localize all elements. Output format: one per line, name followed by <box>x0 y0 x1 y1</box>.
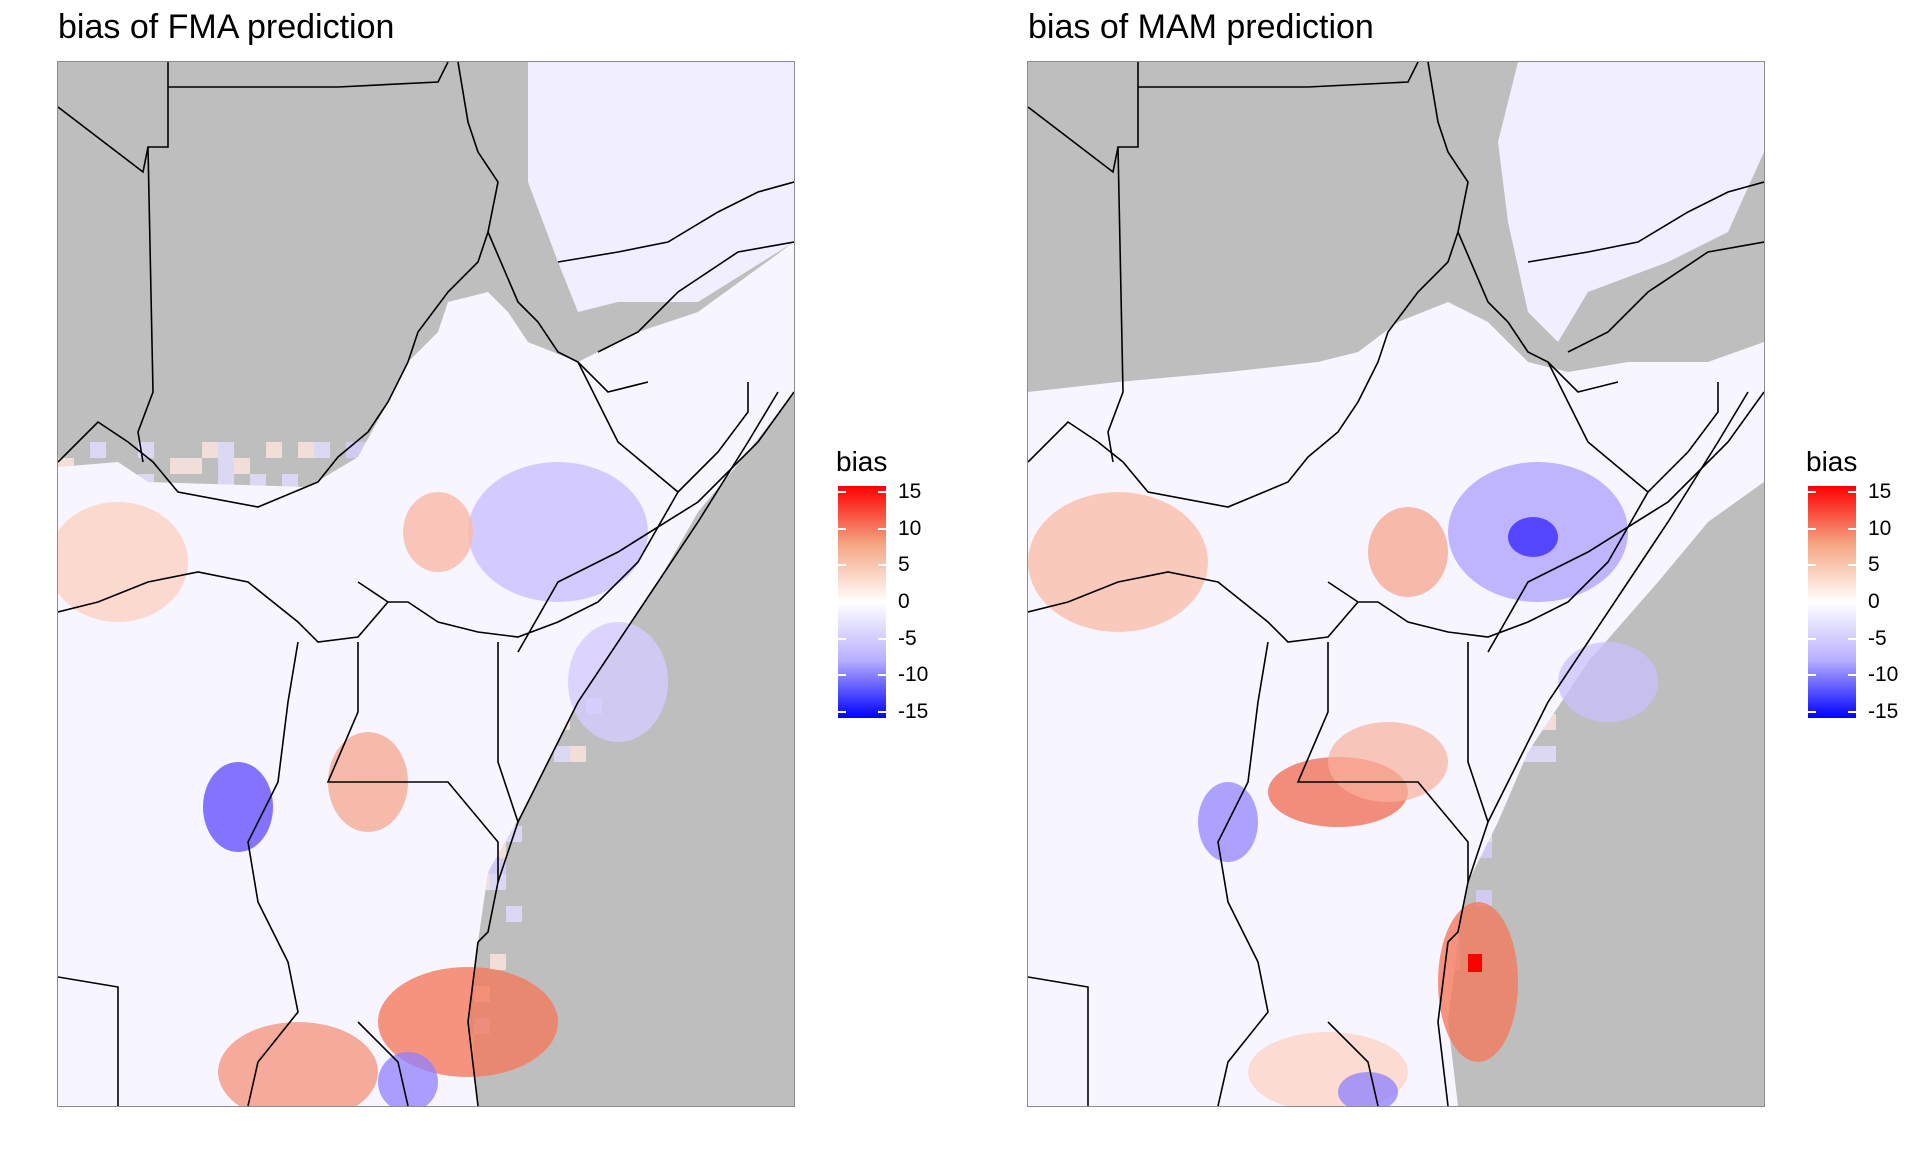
legend-mam: bias 15 10 5 0 -5 -10 -15 <box>1806 446 1916 746</box>
legend-fma: bias 15 10 5 0 -5 -10 -15 <box>836 446 966 746</box>
bias-map-fma <box>57 61 795 1107</box>
bias-cell <box>298 442 314 458</box>
legend-tick-mark <box>1808 564 1816 567</box>
bias-cell <box>90 442 106 458</box>
legend-tick-mark <box>838 564 846 567</box>
country-borders-mam <box>1028 62 1764 1106</box>
legend-tick-label: -5 <box>898 626 917 650</box>
legend-tick-mark <box>1848 711 1856 713</box>
legend-tick-label: 5 <box>898 553 910 577</box>
legend-tick-mark <box>838 491 846 493</box>
bias-anomalies-fma <box>58 62 794 1106</box>
legend-tick-mark <box>1808 527 1816 530</box>
map-svg-mam <box>1028 62 1764 1106</box>
legend-tick-label: -10 <box>898 663 929 687</box>
legend-tick-mark <box>1848 637 1856 640</box>
legend-tick-mark <box>838 637 846 640</box>
legend-tick-label: 0 <box>898 590 910 613</box>
map-svg-fma <box>58 62 794 1106</box>
legend-tick-label: -10 <box>1868 663 1899 687</box>
legend-tick-mark <box>1808 674 1816 677</box>
bias-cell <box>1540 746 1556 762</box>
legend-tick-mark <box>838 601 846 603</box>
legend-tick-mark <box>878 564 886 567</box>
panel-title-mam: bias of MAM prediction <box>1028 8 1374 46</box>
legend-tick-label: 10 <box>1868 516 1892 540</box>
legend-tick-mark <box>838 527 846 530</box>
legend-tick-label: -5 <box>1868 626 1887 650</box>
legend-tick-label: 10 <box>898 516 922 540</box>
legend-tick-mark <box>1808 601 1816 603</box>
bias-cell <box>506 906 522 922</box>
bias-anomalies-mam <box>1028 62 1764 1106</box>
bias-cell <box>570 746 586 762</box>
bias-cell <box>314 442 330 458</box>
bias-cell <box>170 458 186 474</box>
bias-cell <box>218 442 234 458</box>
legend-title: bias <box>836 446 888 477</box>
legend-tick-mark <box>1848 491 1856 493</box>
legend-tick-mark <box>1848 527 1856 530</box>
legend-tick-label: 15 <box>898 480 922 503</box>
legend-tick-mark <box>878 601 886 603</box>
bias-cell <box>218 458 234 474</box>
legend-tick-label: -15 <box>1868 700 1899 723</box>
bias-cell <box>1476 890 1492 906</box>
bias-cell <box>554 746 570 762</box>
legend-tick-mark <box>878 711 886 713</box>
bias-cell <box>266 442 282 458</box>
bias-cell <box>202 442 218 458</box>
legend-tick-mark <box>1808 637 1816 640</box>
legend-tick-mark <box>1808 711 1816 713</box>
bias-cell <box>490 954 506 970</box>
legend-tick-mark <box>1848 674 1856 677</box>
legend-tick-mark <box>878 674 886 677</box>
bias-map-mam <box>1027 61 1765 1107</box>
legend-tick-mark <box>838 711 846 713</box>
legend-tick-label: 15 <box>1868 480 1892 503</box>
legend-tick-mark <box>1848 564 1856 567</box>
bias-cell <box>186 458 202 474</box>
panel-title-fma: bias of FMA prediction <box>58 8 395 46</box>
legend-tick-mark <box>838 674 846 677</box>
legend-tick-mark <box>1848 601 1856 603</box>
legend-tick-mark <box>878 491 886 493</box>
bias-cell <box>234 458 250 474</box>
legend-title: bias <box>1806 446 1858 477</box>
legend-tick-mark <box>1808 491 1816 493</box>
legend-tick-mark <box>878 637 886 640</box>
legend-tick-label: 0 <box>1868 590 1880 613</box>
bias-cell <box>282 474 298 490</box>
legend-tick-label: 5 <box>1868 553 1880 577</box>
legend-tick-label: -15 <box>898 700 929 723</box>
legend-tick-mark <box>878 527 886 530</box>
country-borders-fma <box>58 62 794 1106</box>
